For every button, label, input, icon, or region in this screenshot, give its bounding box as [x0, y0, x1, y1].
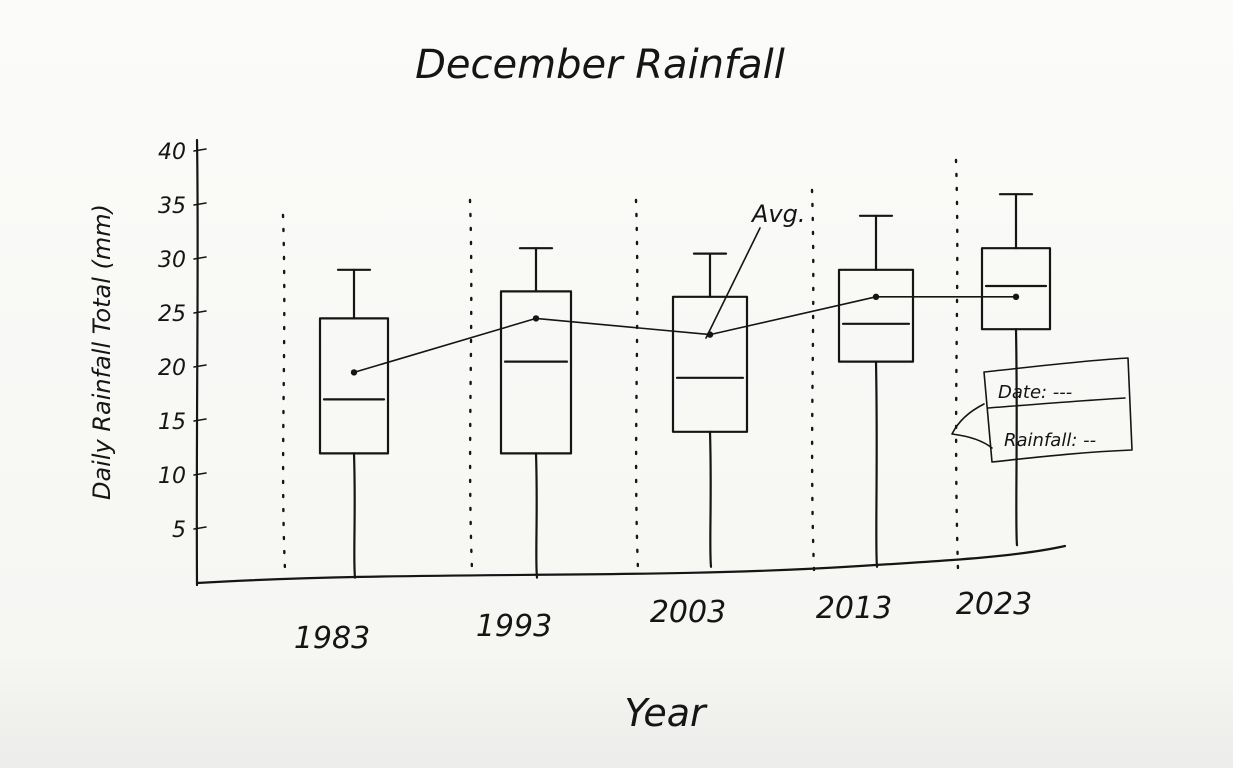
- tooltip-pointer: [951, 403, 993, 449]
- y-tick-mark: [193, 148, 207, 152]
- x-tick-label: 2013: [816, 591, 892, 626]
- x-tick-label: 2003: [650, 595, 726, 630]
- avg-point: [872, 293, 880, 300]
- chart-title: December Rainfall: [415, 42, 785, 88]
- y-tick-mark: [193, 526, 207, 530]
- y-tick-label: 20: [158, 356, 186, 381]
- tooltip-divider: [987, 397, 1126, 409]
- avg-line: [353, 296, 1017, 374]
- box-group: [318, 193, 1052, 579]
- dotted-separator: [281, 213, 287, 572]
- whisker-lower: [534, 452, 539, 579]
- y-tick-mark: [193, 418, 207, 422]
- y-tick-label: 35: [158, 194, 186, 219]
- y-tick-mark: [193, 472, 207, 476]
- x-tick-label: 1983: [294, 621, 370, 656]
- dotted-separator: [468, 198, 474, 572]
- tooltip-date: Date: ---: [998, 382, 1072, 403]
- avg-annotation-label: Avg.: [750, 200, 805, 228]
- dotted-separators: [281, 158, 960, 572]
- x-tick-label: 1993: [476, 609, 552, 644]
- x-tick-label: 2023: [956, 587, 1032, 622]
- tooltip-box: [983, 357, 1133, 463]
- dotted-separator: [810, 188, 816, 572]
- tooltip: Date: --- Rainfall: --: [951, 357, 1133, 463]
- avg-point: [532, 315, 540, 322]
- box-iqr: [980, 247, 1052, 331]
- y-tick-label: 30: [158, 248, 186, 273]
- tooltip-rainfall: Rainfall: --: [1004, 430, 1096, 451]
- whisker-lower: [352, 452, 357, 579]
- dotted-separator: [634, 198, 640, 572]
- x-axis-line: [195, 544, 1067, 585]
- whisker-lower: [874, 360, 879, 568]
- y-tick-label: 10: [158, 464, 186, 489]
- y-tick-label: 40: [158, 140, 186, 165]
- box-iqr: [671, 295, 749, 433]
- whisker-lower: [708, 430, 713, 568]
- avg-line-group: [350, 293, 1020, 376]
- y-tick-mark: [193, 202, 207, 206]
- y-tick-mark: [193, 310, 207, 314]
- avg-annotation: Avg.: [705, 200, 805, 339]
- avg-point: [350, 369, 358, 376]
- avg-pointer-line: [705, 227, 761, 339]
- dotted-separator: [954, 158, 960, 572]
- box-2013: [837, 214, 915, 568]
- box-1993: [499, 247, 573, 579]
- avg-point: [1012, 293, 1020, 300]
- box-iqr: [499, 290, 573, 455]
- box-iqr: [318, 317, 390, 455]
- y-tick-mark: [193, 364, 207, 368]
- box-iqr: [837, 268, 915, 363]
- y-tick-group: 5 10 15 20 25 30 35 40: [158, 140, 207, 543]
- box-2023: [980, 193, 1052, 547]
- y-tick-mark: [193, 256, 207, 260]
- y-axis-line: [195, 138, 199, 587]
- box-2003: [671, 252, 749, 568]
- box-1983: [318, 268, 390, 579]
- y-tick-label: 5: [172, 518, 186, 543]
- x-axis-label: Year: [624, 691, 708, 735]
- y-tick-label: 15: [158, 410, 186, 435]
- y-axis-label: Daily Rainfall Total (mm): [88, 204, 116, 500]
- y-tick-label: 25: [158, 302, 186, 327]
- x-tick-group: 1983 1993 2003 2013 2023: [294, 587, 1032, 656]
